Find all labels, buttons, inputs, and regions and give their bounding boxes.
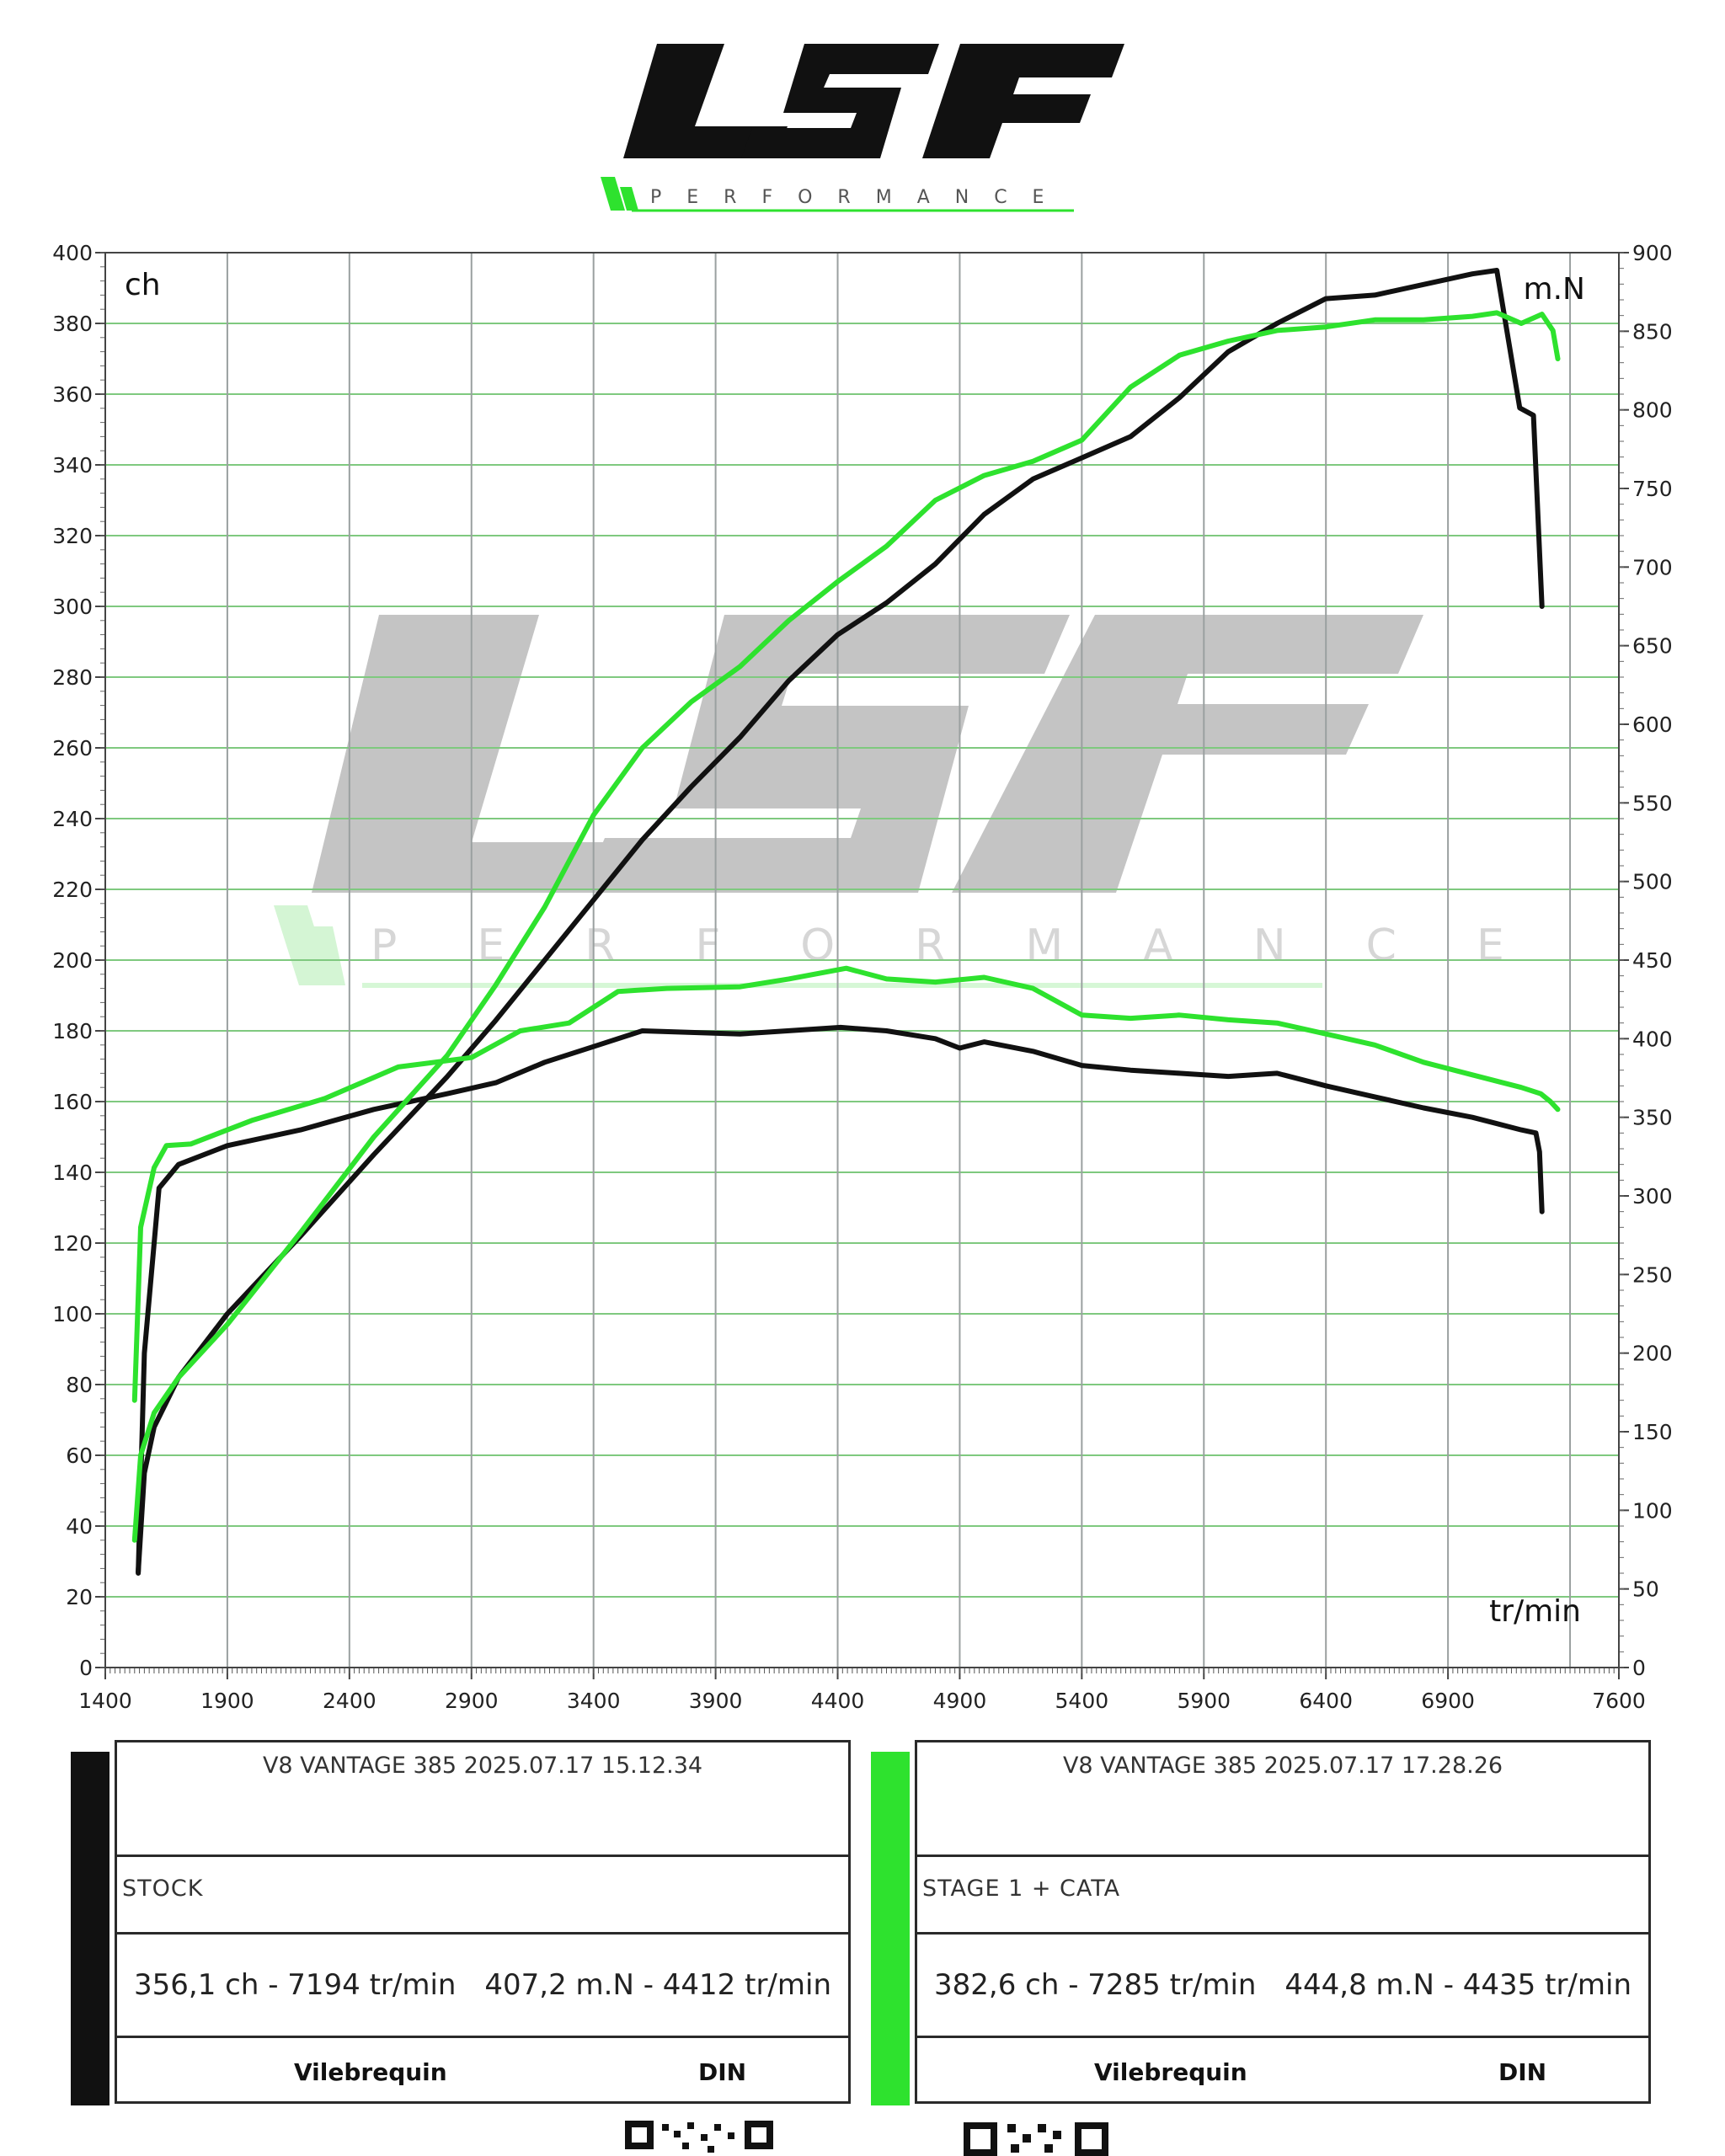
tick-label-right: 750 [1632, 477, 1673, 501]
tick-label-left: 380 [52, 312, 93, 336]
tick-label-x: 5900 [1177, 1689, 1231, 1713]
qr-code-icon [964, 2122, 1108, 2156]
series-swatch [71, 1752, 109, 2105]
plot-frame [104, 252, 1620, 1668]
tick-label-x: 2900 [445, 1689, 499, 1713]
series-line-torque [131, 965, 1561, 1403]
series-line-torque [136, 1024, 1545, 1576]
watermark-tagline: PERFORMANCE [371, 921, 1584, 971]
correction-norm: DIN [1498, 2058, 1547, 2086]
tick-label-right: 150 [1632, 1420, 1673, 1444]
tick-label-left: 0 [79, 1656, 93, 1680]
tick-label-left: 400 [52, 241, 93, 265]
run-condition: STAGE 1 + CATA [922, 1876, 1121, 1902]
correction-norm: DIN [698, 2058, 747, 2086]
tick-label-right: 850 [1632, 319, 1673, 344]
tick-label-left: 260 [52, 736, 93, 760]
tick-label-left: 20 [66, 1585, 93, 1609]
tick-label-left: 280 [52, 665, 93, 690]
tick-label-right: 400 [1632, 1027, 1673, 1051]
tick-label-right: 550 [1632, 791, 1673, 815]
tick-label-x: 3400 [567, 1689, 621, 1713]
tick-label-x: 4900 [933, 1689, 987, 1713]
tick-label-right: 50 [1632, 1577, 1659, 1602]
tick-label-left: 240 [52, 807, 93, 831]
run-panel-stock: V8 VANTAGE 385 2025.07.17 15.12.34 STOCK… [71, 1733, 854, 2105]
tick-label-right: 700 [1632, 555, 1673, 579]
tick-label-x: 5400 [1055, 1689, 1109, 1713]
tick-label-right: 650 [1632, 634, 1673, 659]
tick-label-left: 60 [66, 1444, 93, 1468]
tick-label-right: 450 [1632, 948, 1673, 973]
series-lines [131, 268, 1561, 1576]
brand-logo: PERFORMANCE [601, 44, 1124, 212]
tick-label-left: 180 [52, 1019, 93, 1043]
qr-code-icon [625, 2121, 773, 2153]
tick-label-left: 320 [52, 524, 93, 548]
tick-label-x: 6900 [1421, 1689, 1475, 1713]
tick-label-left: 360 [52, 382, 93, 407]
x-axis: 1400 1900 2400 2900 3400 3900 4400 4900 5400 5900… [78, 1668, 1646, 1713]
tick-label-left: 120 [52, 1231, 93, 1256]
tick-label-right: 600 [1632, 712, 1673, 737]
logo-wordmark [623, 44, 1124, 158]
measure-point: Vilebrequin [294, 2058, 447, 2086]
tick-label-x: 2400 [323, 1689, 377, 1713]
peak-power: 382,6 ch - 7285 tr/min [934, 1968, 1257, 2002]
left-axis: 0 20 40 60 80 100 120 140 160 180 200 220 240 260 280 3… [52, 241, 105, 1680]
tick-label-left: 100 [52, 1302, 93, 1326]
series-line-power [131, 310, 1561, 1543]
tick-label-right: 500 [1632, 870, 1673, 894]
tick-label-right: 100 [1632, 1498, 1673, 1523]
tick-label-left: 40 [66, 1514, 93, 1539]
tick-label-right: 350 [1632, 1106, 1673, 1130]
series-swatch [871, 1752, 910, 2105]
run-info-box: V8 VANTAGE 385 2025.07.17 15.12.34 STOCK… [115, 1740, 851, 2104]
peak-torque: 407,2 m.N - 4412 tr/min [484, 1968, 831, 2002]
tick-label-left: 140 [52, 1161, 93, 1185]
x-axis-unit: tr/min [1489, 1594, 1581, 1629]
tick-label-left: 340 [52, 453, 93, 478]
tick-label-x: 6400 [1299, 1689, 1353, 1713]
tick-label-left: 80 [66, 1373, 93, 1397]
tick-label-left: 200 [52, 948, 93, 973]
run-title: V8 VANTAGE 385 2025.07.17 17.28.26 [1062, 1753, 1503, 1779]
chart-grid [105, 253, 1619, 1668]
right-axis: 0 50 100 150 200 250 300 350 400 450 500 550 600 650 7… [1619, 241, 1673, 1680]
tick-label-right: 250 [1632, 1262, 1673, 1287]
tick-label-x: 3900 [689, 1689, 743, 1713]
run-condition: STOCK [122, 1876, 204, 1902]
tick-label-right: 800 [1632, 398, 1673, 423]
logo-tagline-text: PERFORMANCE [650, 187, 1069, 208]
logo-tagline: PERFORMANCE [601, 177, 1074, 212]
tick-label-left: 300 [52, 595, 93, 619]
left-axis-unit: ch [125, 268, 161, 302]
run-title: V8 VANTAGE 385 2025.07.17 15.12.34 [262, 1753, 703, 1779]
measure-point: Vilebrequin [1094, 2058, 1247, 2086]
tick-label-x: 7600 [1592, 1689, 1646, 1713]
qr-codes [625, 2121, 1108, 2156]
tick-label-x: 4400 [811, 1689, 865, 1713]
tick-label-left: 220 [52, 878, 93, 902]
tick-label-right: 0 [1632, 1656, 1646, 1680]
run-info-box: V8 VANTAGE 385 2025.07.17 17.28.26 STAGE… [915, 1740, 1651, 2104]
tick-label-right: 300 [1632, 1184, 1673, 1209]
tick-label-right: 900 [1632, 241, 1673, 265]
dyno-chart: PERFORMANCE 0 20 40 60 80 100 120 140 160 180 200 2… [52, 241, 1673, 1713]
tick-label-right: 200 [1632, 1342, 1673, 1366]
run-panel-stage1: V8 VANTAGE 385 2025.07.17 17.28.26 STAGE… [871, 1733, 1654, 2105]
tick-label-x: 1900 [200, 1689, 254, 1713]
peak-torque: 444,8 m.N - 4435 tr/min [1284, 1968, 1632, 2002]
watermark-logo: PERFORMANCE [274, 615, 1584, 988]
series-line-power [136, 268, 1545, 1575]
tick-label-x: 1400 [78, 1689, 132, 1713]
tick-label-left: 160 [52, 1090, 93, 1114]
right-axis-unit: m.N [1524, 272, 1585, 307]
peak-power: 356,1 ch - 7194 tr/min [134, 1968, 457, 2002]
